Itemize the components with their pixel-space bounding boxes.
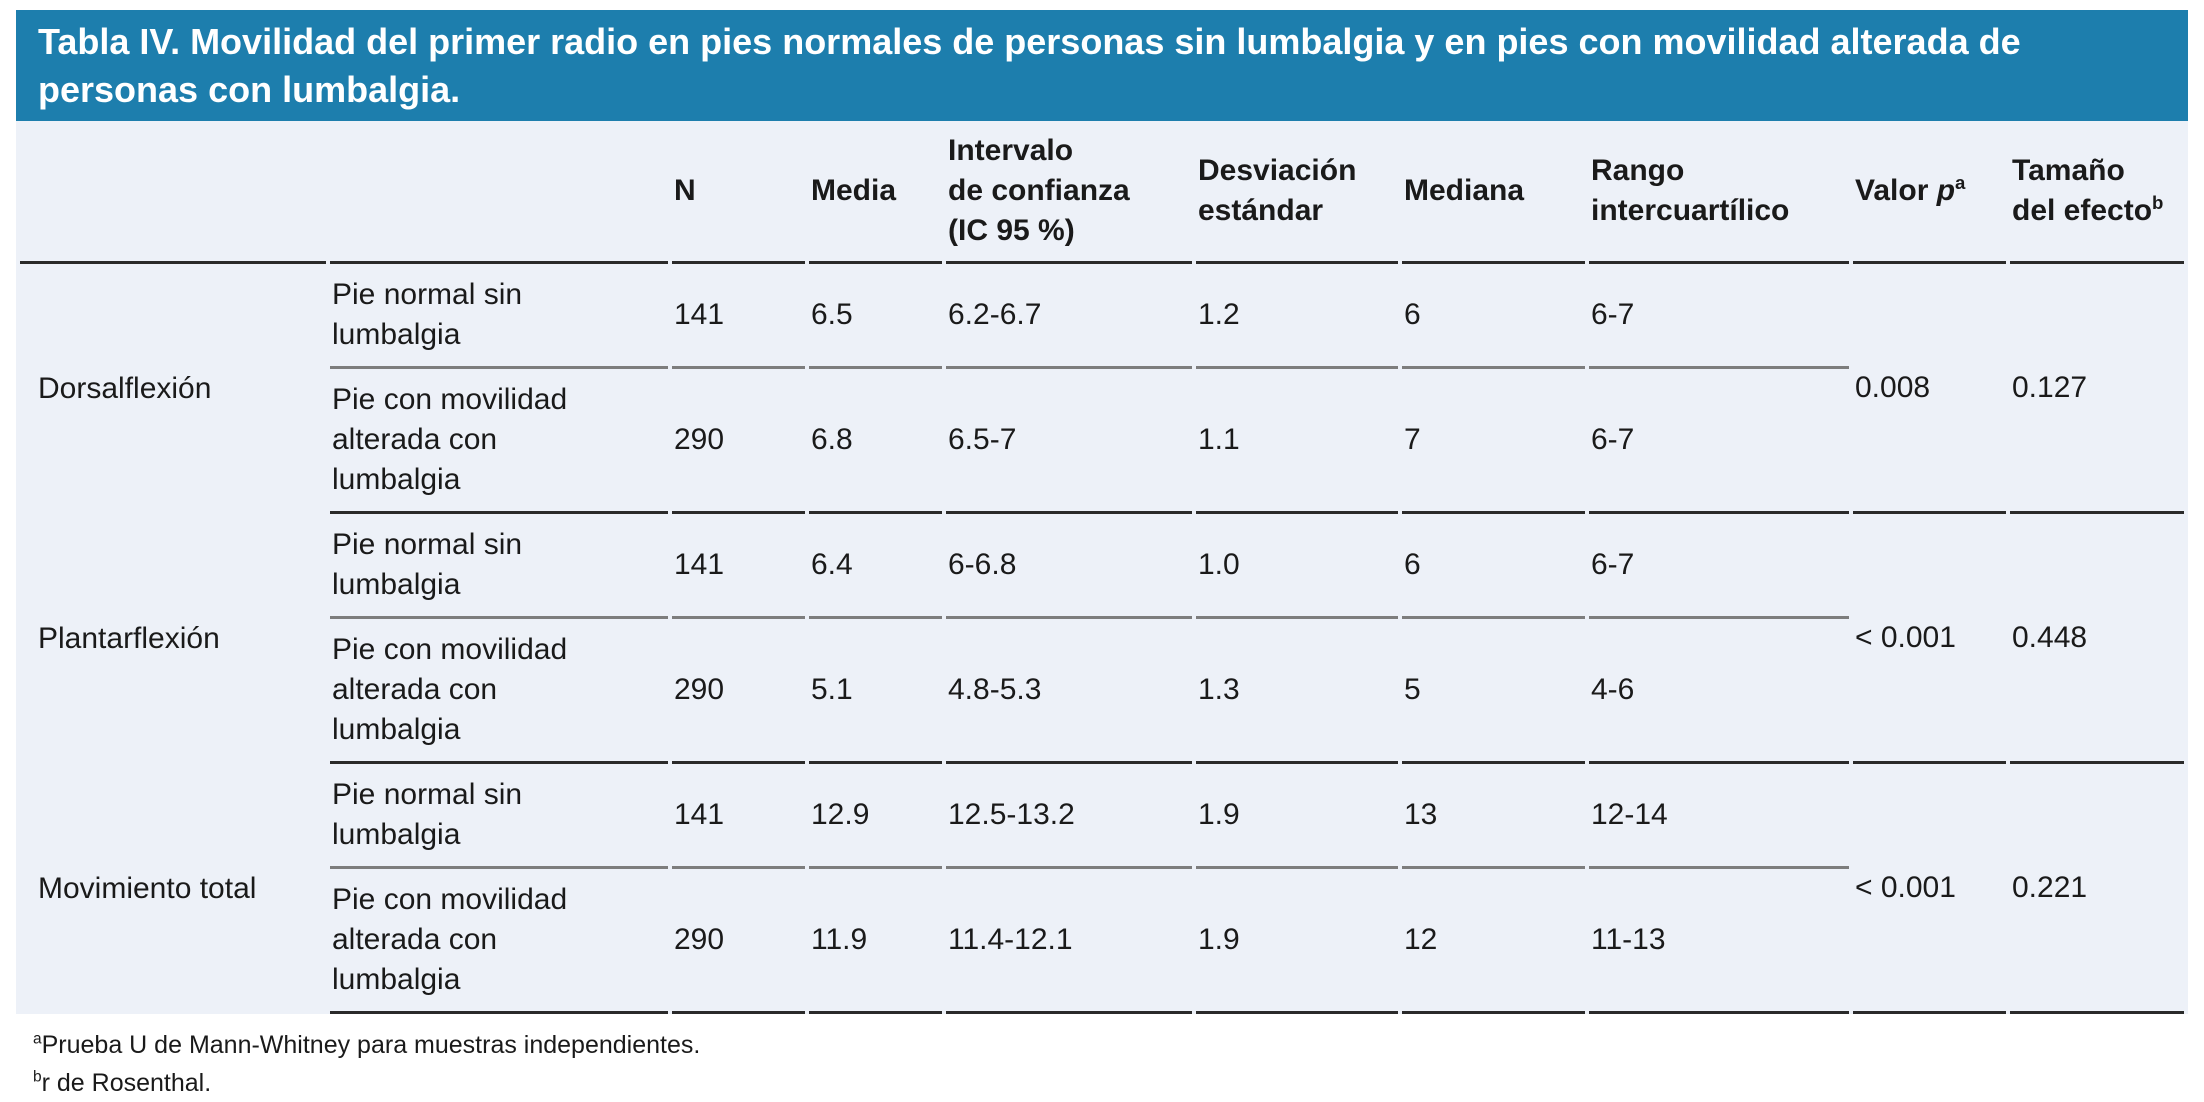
table-row: Pie con movilidad alterada con lumbalgia… bbox=[20, 619, 2184, 765]
group-cell: Pie normal sin lumbalgia bbox=[330, 764, 668, 870]
sd-cell: 1.9 bbox=[1196, 764, 1398, 870]
footnote-b-text: r de Rosenthal. bbox=[41, 1069, 212, 1098]
ci-cell: 4.8-5.3 bbox=[946, 619, 1192, 765]
footnote-a-text: Prueba U de Mann-Whitney para muestras i… bbox=[41, 1031, 701, 1060]
p-value-header-symbol: p bbox=[1936, 174, 1956, 208]
sd-cell: 1.2 bbox=[1196, 264, 1398, 370]
ci-cell: 6.5-7 bbox=[946, 369, 1192, 515]
p-value-header-sup: a bbox=[1955, 172, 1966, 194]
footnote-b-sup: b bbox=[33, 1068, 42, 1086]
p-value-cell: 0.008 bbox=[1853, 264, 2006, 515]
table-row: Plantarflexión Pie normal sin lumbalgia … bbox=[20, 514, 2184, 765]
ci-cell: 6-6.8 bbox=[946, 514, 1192, 620]
col-header-median: Mediana bbox=[1402, 121, 1585, 265]
iqr-cell: 12-14 bbox=[1589, 764, 1849, 870]
iqr-cell: 6-7 bbox=[1589, 514, 1849, 620]
group-cell: Pie normal sin lumbalgia bbox=[330, 514, 668, 620]
col-header-standard-deviation: Desviación estándar bbox=[1196, 121, 1398, 265]
results-table: N Media Intervalo de confianza (IC 95 %)… bbox=[16, 121, 2188, 1015]
col-header-interquartile-range: Rango intercuartílico bbox=[1589, 121, 1849, 265]
sd-cell: 1.1 bbox=[1196, 369, 1398, 515]
effect-size-cell: 0.127 bbox=[2010, 264, 2184, 515]
table-row: Pie con movilidad alterada con lumbalgia… bbox=[20, 369, 2184, 515]
table-row: Pie con movilidad alterada con lumbalgia… bbox=[20, 869, 2184, 1015]
ci-cell: 6.2-6.7 bbox=[946, 264, 1192, 370]
group-cell: Pie normal sin lumbalgia bbox=[330, 264, 668, 370]
median-cell: 12 bbox=[1402, 869, 1585, 1015]
col-header-p-value: Valor pa bbox=[1853, 121, 2006, 265]
effect-size-header-label: Tamaño del efecto bbox=[2012, 154, 2153, 228]
n-cell: 290 bbox=[672, 869, 805, 1015]
n-cell: 290 bbox=[672, 369, 805, 515]
col-header-confidence-interval: Intervalo de confianza (IC 95 %) bbox=[946, 121, 1192, 265]
table-title: Tabla IV. Movilidad del primer radio en … bbox=[16, 10, 2188, 122]
col-header-empty-group bbox=[330, 121, 668, 265]
iqr-cell: 6-7 bbox=[1589, 264, 1849, 370]
header-row: N Media Intervalo de confianza (IC 95 %)… bbox=[20, 121, 2184, 265]
movement-cell: Plantarflexión bbox=[38, 622, 220, 656]
p-value-cell: < 0.001 bbox=[1853, 764, 2006, 1015]
median-cell: 13 bbox=[1402, 764, 1585, 870]
col-header-n: N bbox=[672, 121, 805, 265]
media-cell: 11.9 bbox=[809, 869, 942, 1015]
n-cell: 141 bbox=[672, 264, 805, 370]
group-cell: Pie con movilidad alterada con lumbalgia bbox=[330, 869, 668, 1015]
group-cell: Pie con movilidad alterada con lumbalgia bbox=[330, 619, 668, 765]
media-cell: 5.1 bbox=[809, 619, 942, 765]
col-header-media: Media bbox=[809, 121, 942, 265]
ci-cell: 11.4-12.1 bbox=[946, 869, 1192, 1015]
media-cell: 6.4 bbox=[809, 514, 942, 620]
sd-cell: 1.0 bbox=[1196, 514, 1398, 620]
footnotes: aPrueba U de Mann-Whitney para muestras … bbox=[16, 1014, 2188, 1102]
sd-cell: 1.9 bbox=[1196, 869, 1398, 1015]
median-cell: 5 bbox=[1402, 619, 1585, 765]
median-cell: 6 bbox=[1402, 264, 1585, 370]
media-cell: 6.8 bbox=[809, 369, 942, 515]
iqr-cell: 11-13 bbox=[1589, 869, 1849, 1015]
iqr-cell: 4-6 bbox=[1589, 619, 1849, 765]
p-value-header-label: Valor bbox=[1855, 174, 1937, 208]
group-cell: Pie con movilidad alterada con lumbalgia bbox=[330, 369, 668, 515]
col-header-empty-movement bbox=[20, 121, 326, 265]
table-row: Dorsalflexión Pie normal sin lumbalgia 1… bbox=[20, 264, 2184, 515]
sd-cell: 1.3 bbox=[1196, 619, 1398, 765]
footnote-a: aPrueba U de Mann-Whitney para muestras … bbox=[33, 1026, 2188, 1064]
col-header-effect-size: Tamaño del efectob bbox=[2010, 121, 2184, 265]
p-value-cell: < 0.001 bbox=[1853, 514, 2006, 765]
effect-size-cell: 0.221 bbox=[2010, 764, 2184, 1015]
media-cell: 6.5 bbox=[809, 264, 942, 370]
ci-cell: 12.5-13.2 bbox=[946, 764, 1192, 870]
n-cell: 290 bbox=[672, 619, 805, 765]
median-cell: 6 bbox=[1402, 514, 1585, 620]
movement-cell: Movimiento total bbox=[38, 872, 257, 906]
iqr-cell: 6-7 bbox=[1589, 369, 1849, 515]
n-cell: 141 bbox=[672, 764, 805, 870]
effect-size-cell: 0.448 bbox=[2010, 514, 2184, 765]
table-row: Movimiento total Pie normal sin lumbalgi… bbox=[20, 764, 2184, 1015]
movement-cell: Dorsalflexión bbox=[38, 372, 212, 406]
media-cell: 12.9 bbox=[809, 764, 942, 870]
median-cell: 7 bbox=[1402, 369, 1585, 515]
footnote-b: br de Rosenthal. bbox=[33, 1064, 2188, 1102]
n-cell: 141 bbox=[672, 514, 805, 620]
effect-size-header-sup: b bbox=[2152, 192, 2164, 214]
footnote-a-sup: a bbox=[33, 1030, 42, 1048]
